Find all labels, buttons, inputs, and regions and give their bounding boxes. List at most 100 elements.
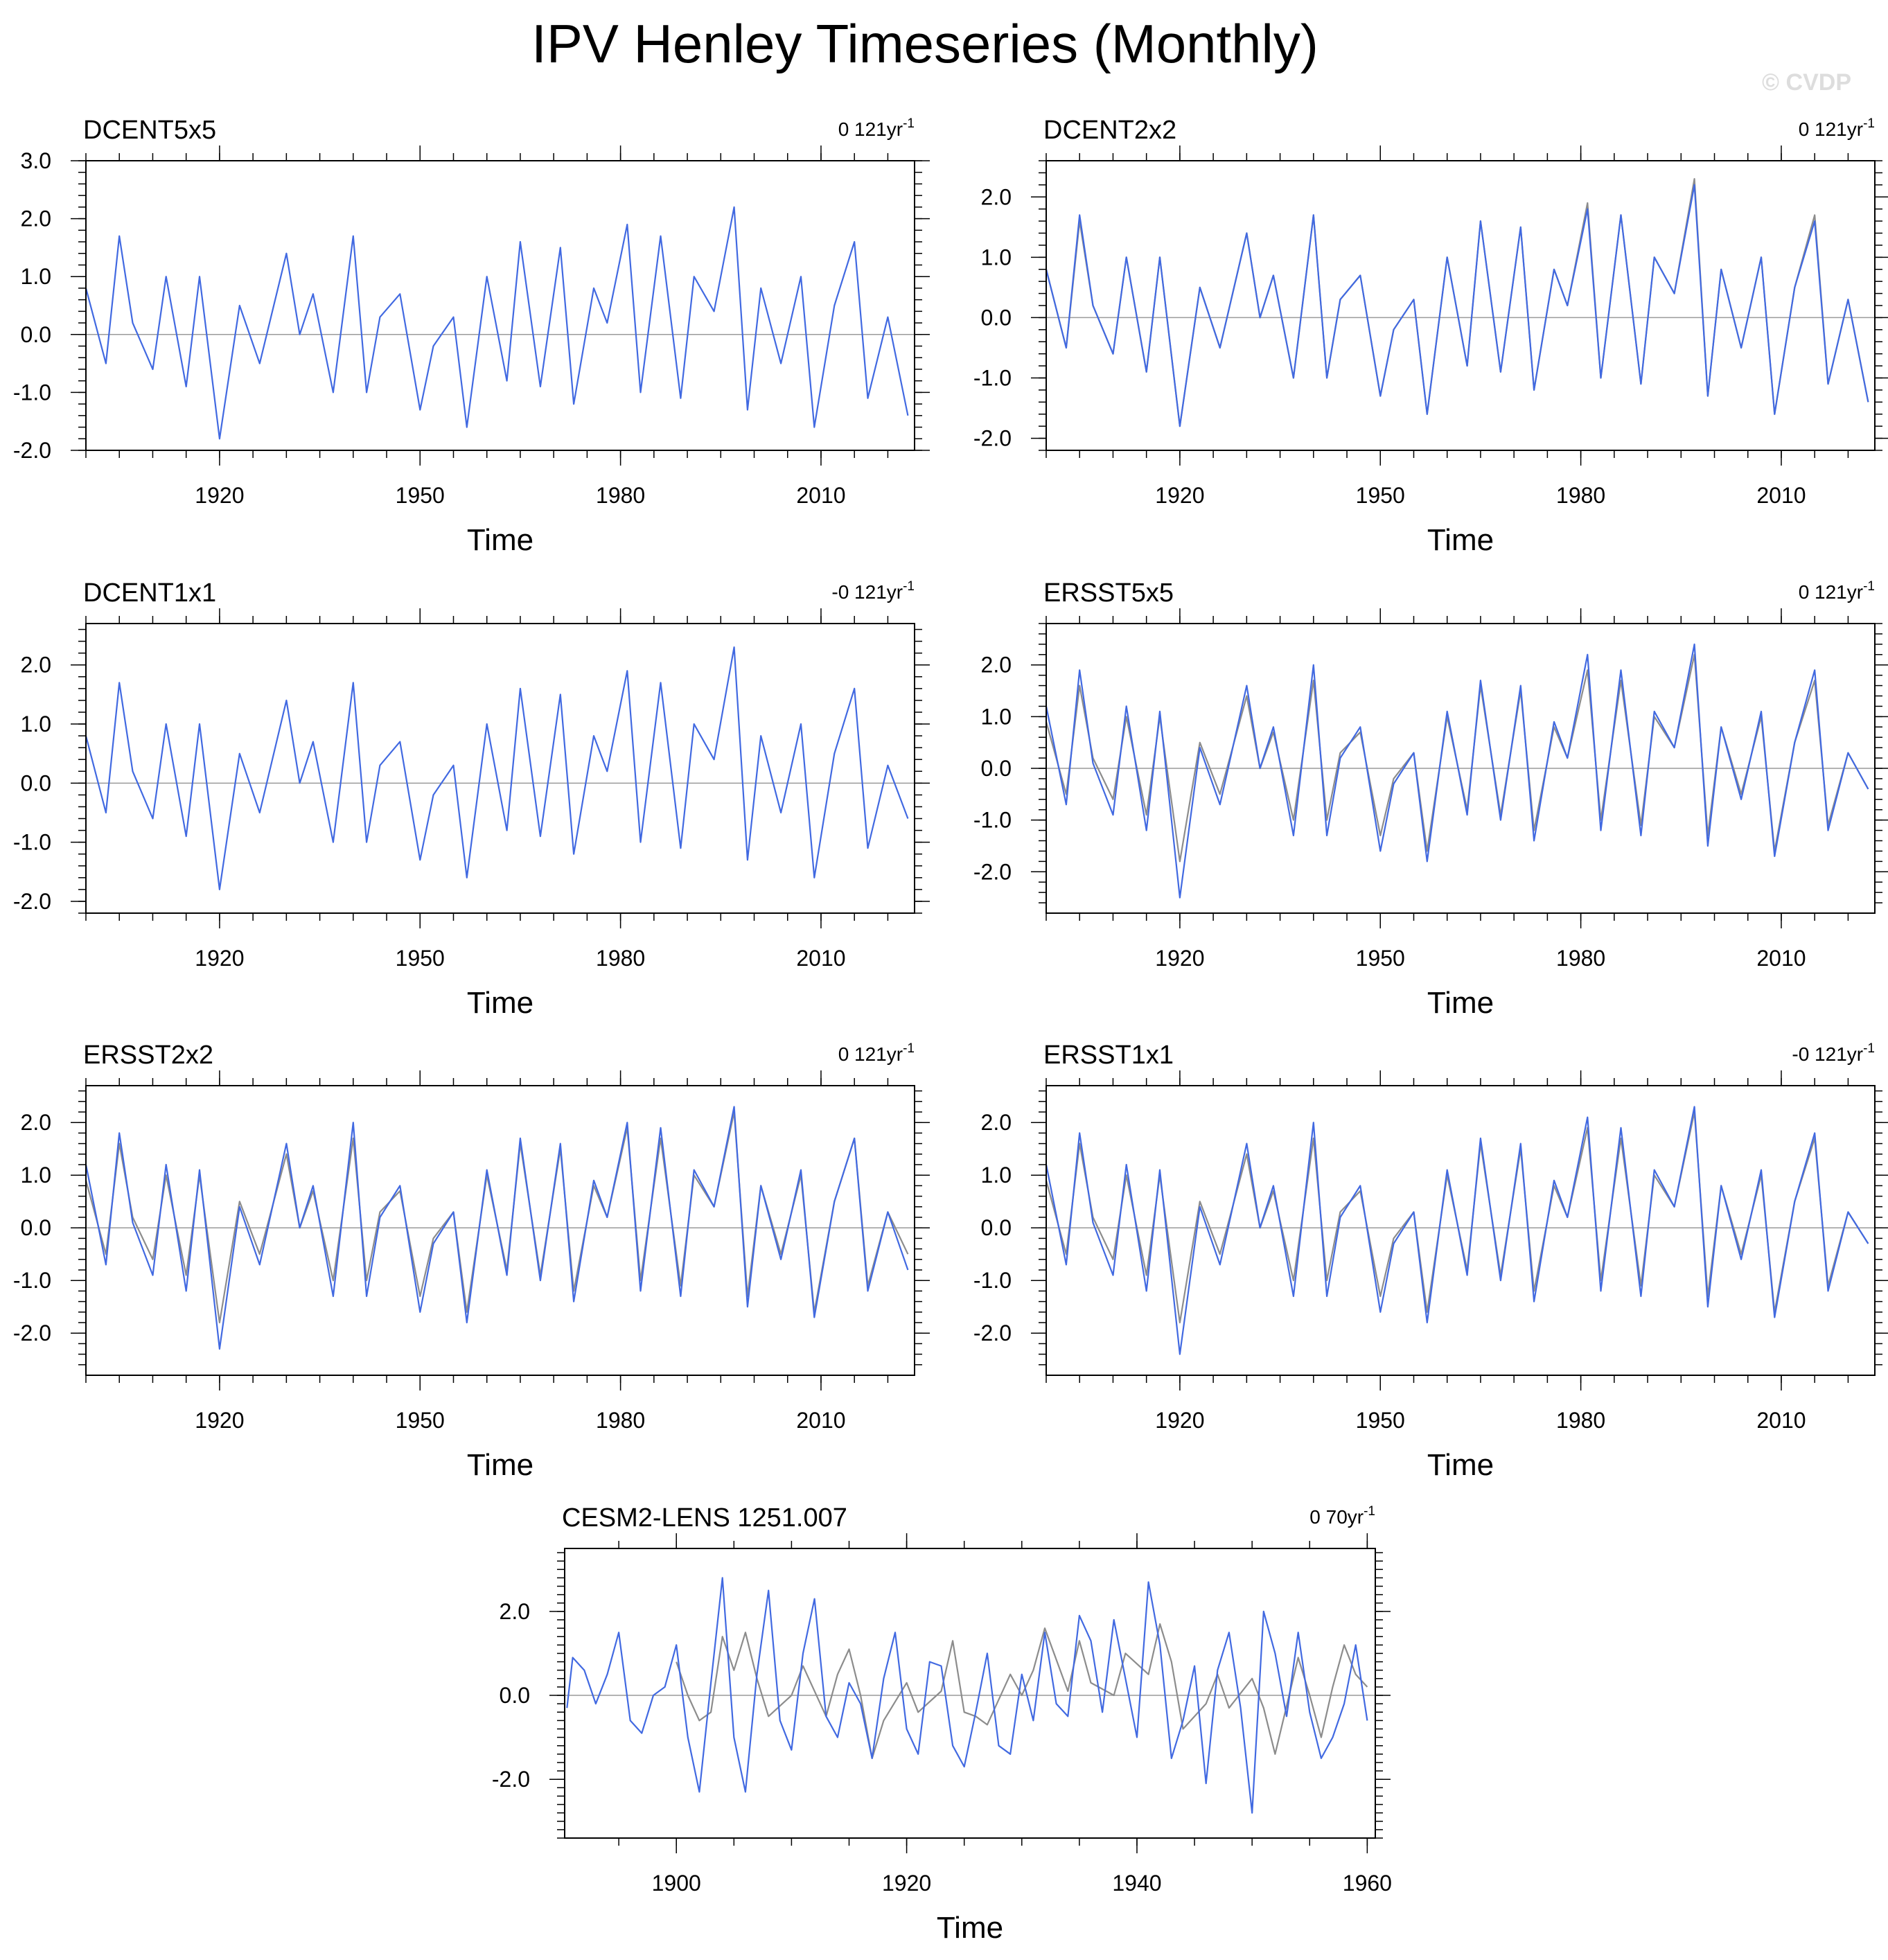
y-tick-label: -2.0	[973, 859, 1012, 884]
chart-title: CESM2-LENS 1251.007	[562, 1503, 847, 1533]
plot-frame	[1046, 1085, 1876, 1376]
y-tick-label: -1.0	[973, 366, 1012, 391]
chart-title: ERSST2x2	[83, 1041, 213, 1070]
x-axis-label: Time	[1427, 986, 1494, 1020]
trend-label: -0 121yr-1	[1792, 1041, 1875, 1065]
series-line-primary	[85, 646, 909, 891]
trend-label: 0 70yr-1	[1309, 1504, 1375, 1528]
y-tick-label: 0.0	[21, 1215, 51, 1240]
y-tick-label: -1.0	[973, 808, 1012, 833]
y-tick-label: -1.0	[13, 830, 51, 855]
y-tick-label: 1.0	[981, 704, 1012, 729]
x-tick-label: 2010	[1756, 483, 1806, 508]
x-tick-label: 1920	[195, 946, 244, 971]
series-line-primary	[85, 1106, 909, 1350]
x-tick-label: 1980	[596, 1408, 645, 1433]
y-tick-label: 0.0	[21, 322, 51, 347]
x-tick-label: 1950	[1356, 1408, 1405, 1433]
y-tick-label: -2.0	[492, 1767, 530, 1792]
chart-title: ERSST5x5	[1043, 579, 1174, 608]
x-tick-label: 1980	[1556, 946, 1605, 971]
y-tick-label: 2.0	[981, 184, 1012, 209]
chart-title: ERSST1x1	[1043, 1041, 1174, 1070]
x-tick-label: 1920	[195, 1408, 244, 1433]
y-tick-label: 1.0	[981, 1163, 1012, 1188]
x-tick-label: 1920	[1155, 483, 1204, 508]
y-tick-label: 2.0	[21, 1110, 51, 1135]
x-axis-label: Time	[467, 523, 533, 557]
chart-panel-2: DCENT2x2 0 121yr-1 1920 1950 1980 2010 -2.0 -1.…	[973, 116, 1888, 557]
panels: DCENT5x5 0 121yr-1 1920 1950 1980 2010 -2.0 -1.…	[13, 116, 1888, 1945]
x-tick-label: 1960	[1343, 1871, 1392, 1896]
x-tick-label: 1950	[1356, 946, 1405, 971]
x-tick-label: 1950	[396, 1408, 445, 1433]
x-tick-label: 2010	[796, 1408, 845, 1433]
x-tick-label: 1900	[652, 1871, 701, 1896]
copyright-label: © CVDP	[1762, 69, 1851, 96]
plot-frame	[85, 160, 915, 451]
x-tick-label: 2010	[796, 483, 845, 508]
x-tick-label: 1980	[1556, 1408, 1605, 1433]
y-tick-label: 2.0	[21, 206, 51, 231]
x-tick-label: 1920	[1155, 1408, 1204, 1433]
y-tick-label: 0.0	[981, 756, 1012, 781]
x-tick-label: 1980	[596, 483, 645, 508]
y-tick-label: 3.0	[21, 148, 51, 173]
chart-title: DCENT5x5	[83, 116, 216, 145]
plot-frame	[564, 1548, 1376, 1839]
x-tick-label: 2010	[1756, 1408, 1806, 1433]
x-tick-label: 1920	[882, 1871, 931, 1896]
trend-label: 0 121yr-1	[838, 116, 915, 140]
y-tick-label: 2.0	[981, 1110, 1012, 1135]
series-line-primary	[1045, 1106, 1869, 1355]
x-axis-label: Time	[1427, 523, 1494, 557]
x-tick-label: 1980	[596, 946, 645, 971]
y-tick-label: 1.0	[21, 712, 51, 736]
chart-panel-7: CESM2-LENS 1251.007 0 70yr-1 1900 1920 1940 1…	[492, 1503, 1392, 1945]
series-line-primary	[1045, 184, 1869, 427]
y-tick-label: 0.0	[500, 1683, 530, 1708]
y-tick-label: 2.0	[21, 653, 51, 678]
y-tick-label: 0.0	[981, 1215, 1012, 1240]
x-axis-label: Time	[1427, 1448, 1494, 1482]
x-axis-label: Time	[467, 986, 533, 1020]
figure-title: IPV Henley Timeseries (Monthly)	[531, 13, 1318, 74]
y-tick-label: 0.0	[21, 770, 51, 795]
y-tick-label: -2.0	[13, 889, 51, 914]
trend-label: 0 121yr-1	[1799, 579, 1875, 603]
x-tick-label: 2010	[796, 946, 845, 971]
series-line-reference	[1045, 1111, 1869, 1324]
x-axis-label: Time	[937, 1911, 1003, 1945]
trend-label: -0 121yr-1	[831, 579, 915, 603]
y-tick-label: 2.0	[500, 1599, 530, 1624]
chart-panel-3: DCENT1x1 -0 121yr-1 1920 1950 1980 2010 -2.0 -1…	[13, 579, 930, 1020]
y-tick-label: -1.0	[13, 380, 51, 405]
trend-label: 0 121yr-1	[1799, 116, 1875, 140]
y-tick-label: -1.0	[973, 1268, 1012, 1293]
y-tick-label: 2.0	[981, 653, 1012, 678]
chart-panel-5: ERSST2x2 0 121yr-1 1920 1950 1980 2010 -2.0 -1.…	[13, 1041, 930, 1482]
y-tick-label: -2.0	[973, 426, 1012, 451]
x-tick-label: 1950	[1356, 483, 1405, 508]
plot-frame	[85, 623, 915, 914]
y-tick-label: 1.0	[21, 264, 51, 289]
series-line-primary	[1045, 643, 1869, 899]
x-tick-label: 1950	[396, 946, 445, 971]
plot-frame	[85, 1085, 915, 1376]
series-line-reference	[676, 1623, 1368, 1759]
chart-panel-4: ERSST5x5 0 121yr-1 1920 1950 1980 2010 -2.0 -1.…	[973, 579, 1888, 1020]
y-tick-label: -2.0	[973, 1321, 1012, 1345]
y-tick-label: 1.0	[21, 1163, 51, 1188]
y-tick-label: 0.0	[981, 305, 1012, 330]
x-tick-label: 1920	[1155, 946, 1204, 971]
y-tick-label: 1.0	[981, 245, 1012, 270]
x-tick-label: 1920	[195, 483, 244, 508]
chart-title: DCENT2x2	[1043, 116, 1176, 145]
x-tick-label: 1980	[1556, 483, 1605, 508]
x-tick-label: 2010	[1756, 946, 1806, 971]
x-axis-label: Time	[467, 1448, 533, 1482]
y-tick-label: -1.0	[13, 1268, 51, 1293]
series-line-reference	[1045, 178, 1869, 427]
trend-label: 0 121yr-1	[838, 1041, 915, 1065]
